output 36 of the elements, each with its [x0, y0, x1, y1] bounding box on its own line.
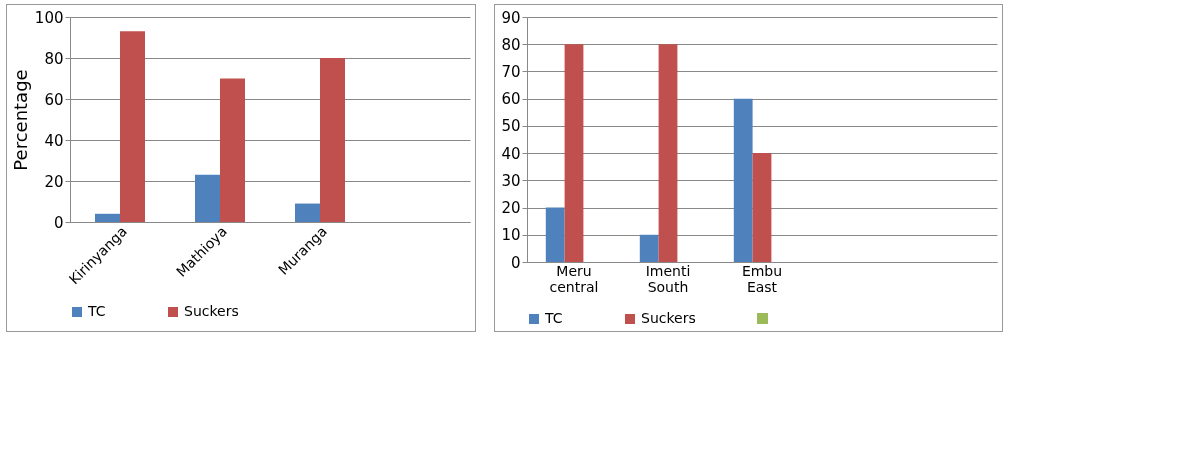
y-tick-label: 100	[34, 8, 64, 27]
bar	[733, 98, 753, 262]
y-tick-label: 10	[501, 226, 521, 245]
y-tick-label: 20	[44, 172, 64, 191]
y-axis-title: Percentage	[9, 69, 31, 171]
bar	[658, 44, 678, 262]
bar	[752, 153, 772, 262]
x-tick-label: Embu East	[741, 262, 783, 295]
bar	[564, 44, 584, 262]
y-tick-label: 40	[44, 131, 64, 150]
y-tick-label: 40	[501, 144, 521, 163]
y-tick-label: 0	[510, 253, 521, 272]
bar	[639, 234, 659, 262]
bar	[195, 174, 220, 222]
y-tick-label: 50	[501, 117, 521, 136]
y-tick-label: 80	[501, 35, 521, 54]
bar	[120, 31, 145, 222]
y-tick-label: 60	[44, 90, 64, 109]
x-tick-label: Meru central	[549, 262, 599, 295]
legend-label: Suckers	[184, 303, 239, 319]
legend-label: TC	[87, 303, 106, 319]
y-tick-label: 80	[44, 49, 64, 68]
y-tick-label: 20	[501, 199, 521, 218]
bar	[295, 203, 320, 222]
y-tick-label: 0	[53, 213, 64, 232]
legend-label: TC	[544, 310, 563, 326]
y-tick-label: 30	[501, 171, 521, 190]
y-tick-label: 60	[501, 90, 521, 109]
y-tick-label: 70	[501, 62, 521, 81]
x-tick-label: Imenti South	[645, 262, 691, 295]
legend-label: Suckers	[641, 310, 696, 326]
bar	[320, 58, 345, 222]
bar	[220, 78, 245, 222]
bar	[545, 207, 565, 262]
bar	[95, 213, 120, 222]
y-tick-label: 90	[501, 8, 521, 27]
